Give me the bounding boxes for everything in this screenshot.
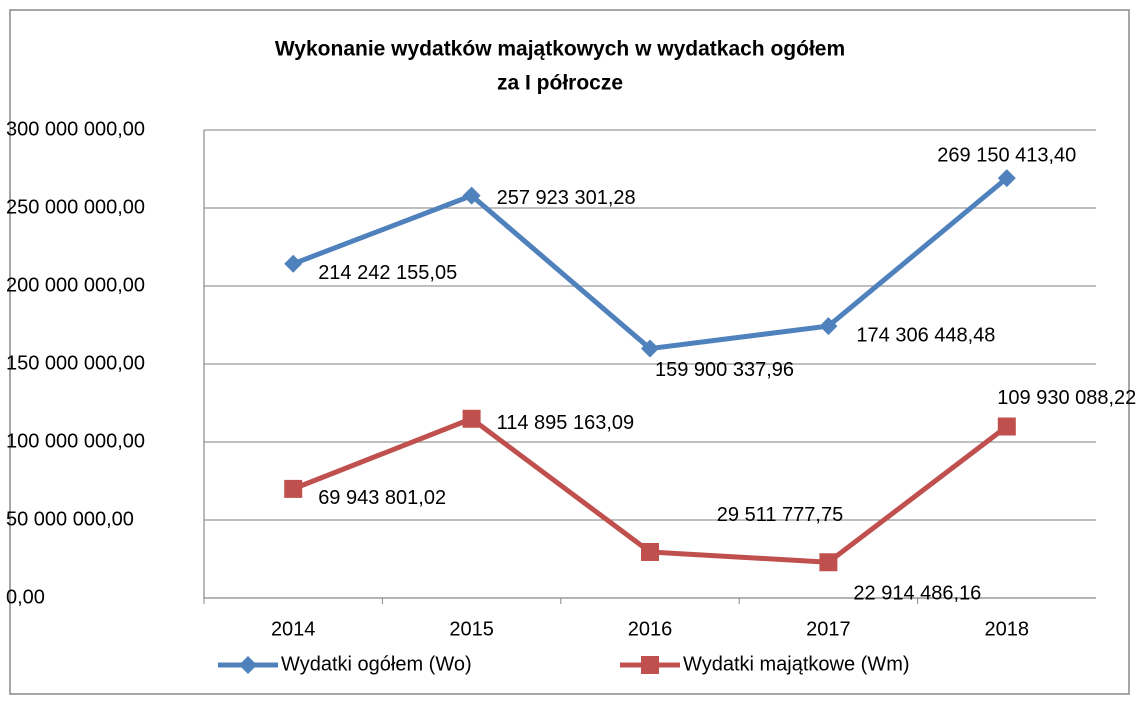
legend-label: Wydatki majątkowe (Wm)	[683, 653, 910, 675]
x-tick-label: 2016	[628, 618, 673, 640]
marker	[641, 339, 659, 358]
y-tick-label: 0,00	[6, 586, 45, 608]
data-label: 114 895 163,09	[497, 412, 635, 434]
marker	[641, 542, 659, 561]
y-tick-label: 100 000 000,00	[6, 430, 145, 452]
marker	[462, 409, 481, 428]
chart-border	[9, 9, 1130, 695]
data-label: 269 150 413,40	[937, 144, 1076, 166]
data-label: 69 943 801,02	[318, 487, 446, 509]
marker	[819, 553, 838, 572]
y-tick-label: 150 000 000,00	[6, 352, 145, 374]
data-label: 29 511 777,75	[717, 504, 843, 526]
chart-subtitle: za I półrocze	[497, 72, 623, 95]
data-label: 22 914 486,16	[853, 583, 981, 605]
data-label: 174 306 448,48	[856, 324, 995, 346]
y-tick-label: 300 000 000,00	[6, 118, 145, 140]
marker	[284, 479, 303, 498]
y-tick-label: 200 000 000,00	[6, 274, 145, 296]
data-label: 214 242 155,05	[318, 262, 457, 284]
marker	[284, 254, 303, 273]
data-label: 159 900 337,96	[655, 359, 794, 381]
legend-marker	[641, 656, 659, 674]
legend-label: Wydatki ogółem (Wo)	[281, 653, 472, 675]
data-label: 109 930 088,22	[997, 387, 1136, 409]
x-tick-label: 2014	[271, 618, 316, 640]
data-label: 257 923 301,28	[497, 187, 636, 209]
marker	[997, 417, 1016, 436]
y-tick-label: 250 000 000,00	[6, 196, 145, 218]
chart-title: Wykonanie wydatków majątkowych w wydatka…	[275, 38, 845, 61]
marker	[997, 169, 1016, 188]
y-tick-label: 50 000 000,00	[6, 508, 134, 530]
x-tick-label: 2018	[985, 618, 1030, 640]
legend-marker	[239, 656, 257, 674]
marker	[462, 186, 481, 205]
x-tick-label: 2015	[449, 618, 494, 640]
marker	[819, 317, 838, 336]
x-tick-label: 2017	[806, 618, 851, 640]
